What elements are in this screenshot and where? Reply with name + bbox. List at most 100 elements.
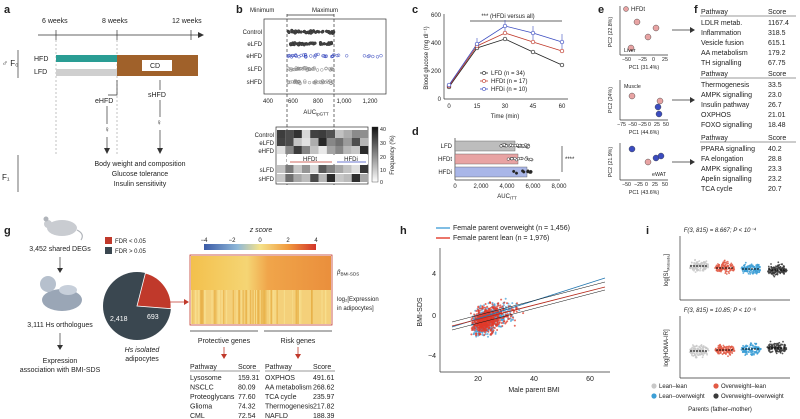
- i-point: [781, 352, 784, 355]
- h-point: [488, 310, 491, 312]
- i-xlabel: Parents (father–mother): [688, 407, 752, 413]
- pca-muscle-xtick-1: −50: [628, 122, 637, 128]
- h-point: [485, 322, 488, 325]
- strip-point: [307, 67, 312, 71]
- panel-i: i F(3, 815) = 8.667; P < 10⁻⁴ log[SIMats…: [646, 225, 790, 413]
- d-point: [524, 157, 528, 161]
- strip-point: [303, 79, 307, 83]
- h-point: [485, 329, 488, 332]
- heat-stripe: [246, 290, 248, 324]
- i-point: [699, 263, 702, 266]
- h-point: [491, 303, 494, 306]
- heat-label-beta-symbol: β: [336, 270, 341, 276]
- h-point: [497, 319, 499, 322]
- heat-cell: [310, 165, 319, 173]
- i-point: [749, 344, 752, 347]
- i-point: [729, 269, 732, 272]
- strip-point: [345, 54, 349, 58]
- pathway-tables: Pathway Score LDLR metab. 1167.4 Inflammatio…: [700, 9, 796, 193]
- i-point: [777, 343, 780, 346]
- h-point: [480, 324, 482, 327]
- strip-point: [294, 66, 298, 70]
- panel-f-label: f: [694, 4, 698, 16]
- h-point: [499, 317, 502, 320]
- i-point: [698, 346, 701, 349]
- pca-ewat-xlabel: PC1 (43.6%): [629, 190, 660, 196]
- risk-score: 188.39: [313, 413, 335, 419]
- i-point: [778, 271, 781, 274]
- strip-point: [309, 54, 313, 58]
- c-xtick-30: 30: [502, 104, 509, 110]
- heat-stripe: [250, 290, 252, 324]
- strip-point: [320, 68, 324, 72]
- c-legend-lfd: LFD (n = 34): [491, 71, 525, 77]
- risk-pathway: Thermogenesis: [265, 404, 314, 411]
- i-point: [702, 348, 705, 350]
- i-point: [744, 261, 747, 264]
- strip-point: [307, 42, 311, 46]
- protective-pathway: CML: [190, 413, 205, 419]
- heat-cell: [335, 146, 344, 154]
- i-point: [770, 351, 773, 353]
- strip-point: [297, 55, 301, 59]
- i-point: [692, 266, 695, 269]
- cbar-tick-30: 30: [380, 141, 386, 147]
- heat-stripe: [204, 290, 206, 324]
- h-point: [487, 324, 489, 327]
- strip-point: [304, 54, 308, 59]
- h-point: [489, 301, 491, 304]
- heat-cell: [301, 165, 311, 173]
- i-point: [773, 267, 776, 270]
- f-header-score: Score: [768, 71, 786, 78]
- f-header-score: Score: [768, 135, 786, 142]
- i-point: [717, 268, 720, 271]
- h-scatter-points: [451, 277, 606, 338]
- strip-point: [318, 40, 323, 45]
- c-marker: [559, 48, 565, 54]
- i-ylabel-top: log[SIMatsuda]: [664, 253, 671, 286]
- h-point: [497, 304, 500, 307]
- h-point: [498, 325, 501, 328]
- heat-stripe: [202, 290, 204, 324]
- i-legend-lean-ow: Lean–overweight: [659, 394, 705, 400]
- strip-point: [320, 30, 324, 34]
- offspring-shfd-label: sHFD: [148, 92, 166, 99]
- i-legend-marker-ow-ow: [713, 393, 719, 399]
- i-point: [775, 352, 778, 355]
- heat-stripe: [217, 290, 219, 324]
- heat-cell: [326, 146, 336, 154]
- f-pathway-name: LDLR metab.: [701, 20, 742, 27]
- h-point: [499, 314, 502, 317]
- i-ylabel-bottom: log[HOMA-IR]: [664, 329, 670, 367]
- h-point: [506, 302, 508, 305]
- h-xtick-20: 20: [474, 376, 482, 383]
- h-point: [492, 329, 495, 332]
- heat-row-shfd: sHFD: [259, 177, 275, 183]
- c-ytick-200: 200: [431, 69, 442, 75]
- panel-a-label: a: [4, 4, 11, 16]
- heatmap-stripes: [191, 290, 327, 324]
- heat-cell: [293, 165, 302, 173]
- heat-cell: [351, 174, 360, 182]
- pca-point: [654, 103, 662, 111]
- strip-point: [362, 54, 367, 58]
- heat-stripe: [298, 290, 300, 324]
- strip-point: [313, 55, 317, 59]
- i-point: [758, 271, 760, 274]
- i-point: [783, 350, 786, 353]
- zscore-colorbar: [204, 244, 316, 250]
- panel-h-label: h: [400, 225, 407, 237]
- c-legend-marker-hfdi: [482, 87, 486, 91]
- h-point: [492, 311, 495, 314]
- pie-legend-nonsig: FDR > 0.05: [115, 249, 147, 255]
- i-point: [696, 263, 699, 266]
- h-xtick-40: 40: [530, 376, 538, 383]
- heat-cell: [293, 130, 302, 138]
- h-point: [522, 312, 525, 315]
- strip-point: [313, 53, 317, 58]
- pie-legend-swatch-sig: [105, 237, 112, 244]
- c-ylabel: Blood glucose (mg dl⁻¹): [424, 26, 430, 89]
- heat-stripe: [263, 290, 265, 324]
- h-point: [492, 321, 495, 324]
- i-point: [703, 266, 705, 269]
